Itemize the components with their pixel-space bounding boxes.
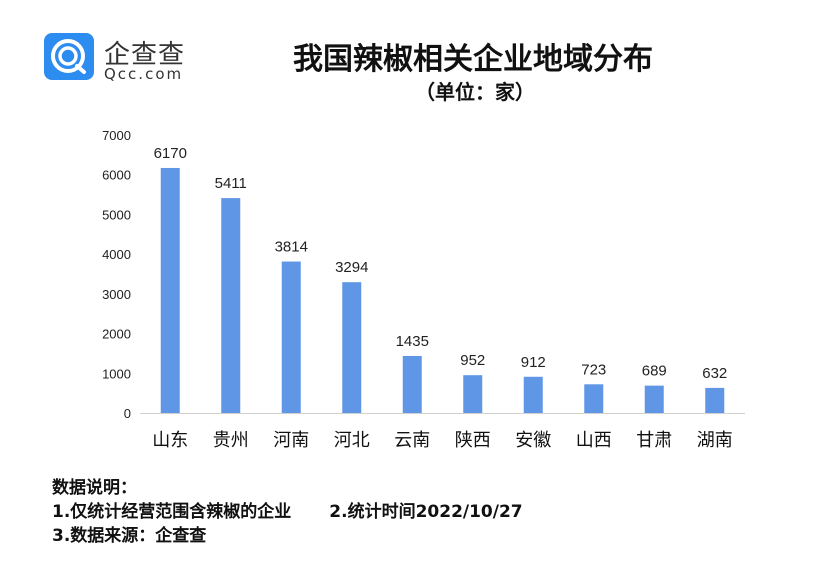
x-tick-label: 甘肃 bbox=[636, 430, 672, 451]
y-tick-label: 6000 bbox=[102, 168, 131, 183]
bar bbox=[281, 261, 301, 413]
bar bbox=[342, 282, 362, 413]
data-label: 3294 bbox=[335, 259, 368, 276]
y-tick-label: 1000 bbox=[102, 366, 131, 381]
x-tick-label: 安徽 bbox=[515, 430, 551, 451]
x-tick-label: 河南 bbox=[273, 430, 309, 451]
y-tick-label: 4000 bbox=[102, 247, 131, 262]
qcc-logo-icon bbox=[44, 33, 94, 80]
data-label: 689 bbox=[642, 363, 667, 380]
bar bbox=[705, 387, 725, 413]
data-label: 632 bbox=[702, 365, 727, 382]
data-label: 723 bbox=[581, 361, 606, 378]
x-tick-label: 河北 bbox=[334, 430, 370, 451]
bar bbox=[463, 375, 483, 413]
note-3: 3.数据来源：企查查 bbox=[52, 526, 207, 546]
y-tick-label: 2000 bbox=[102, 327, 131, 342]
notes-heading: 数据说明： bbox=[52, 478, 137, 498]
chart-title: 我国辣椒相关企业地域分布 bbox=[293, 42, 653, 77]
x-tick-label: 云南 bbox=[394, 430, 430, 451]
note-2: 2.统计时间2022/10/27 bbox=[329, 502, 523, 522]
data-label: 912 bbox=[521, 354, 546, 371]
data-label: 3814 bbox=[275, 239, 308, 256]
y-tick-label: 0 bbox=[124, 406, 131, 421]
y-tick-label: 7000 bbox=[102, 128, 131, 143]
data-label: 6170 bbox=[154, 145, 187, 162]
chart-subtitle: （单位：家） bbox=[415, 80, 535, 104]
bar bbox=[584, 384, 604, 413]
data-label: 952 bbox=[460, 352, 485, 369]
logo-text-cn: 企查查 bbox=[104, 40, 186, 70]
x-tick-label: 山东 bbox=[152, 430, 188, 451]
x-tick-label: 陕西 bbox=[455, 430, 491, 451]
y-tick-label: 5000 bbox=[102, 207, 131, 222]
bar bbox=[160, 167, 180, 413]
data-label: 5411 bbox=[215, 175, 247, 192]
x-tick-label: 贵州 bbox=[213, 430, 249, 451]
x-tick-label: 山西 bbox=[576, 430, 612, 451]
logo-text-en: Qcc.com bbox=[104, 65, 184, 83]
data-label: 1435 bbox=[396, 333, 429, 350]
x-tick-label: 湖南 bbox=[697, 430, 733, 451]
note-1: 1.仅统计经营范围含辣椒的企业 bbox=[52, 502, 292, 522]
bar bbox=[402, 356, 422, 413]
bar bbox=[523, 376, 543, 413]
bar bbox=[644, 385, 664, 413]
y-tick-label: 3000 bbox=[102, 287, 131, 302]
bar bbox=[221, 198, 241, 413]
data-notes: 数据说明： 1.仅统计经营范围含辣椒的企业 2.统计时间2022/10/27 3.… bbox=[52, 476, 523, 548]
